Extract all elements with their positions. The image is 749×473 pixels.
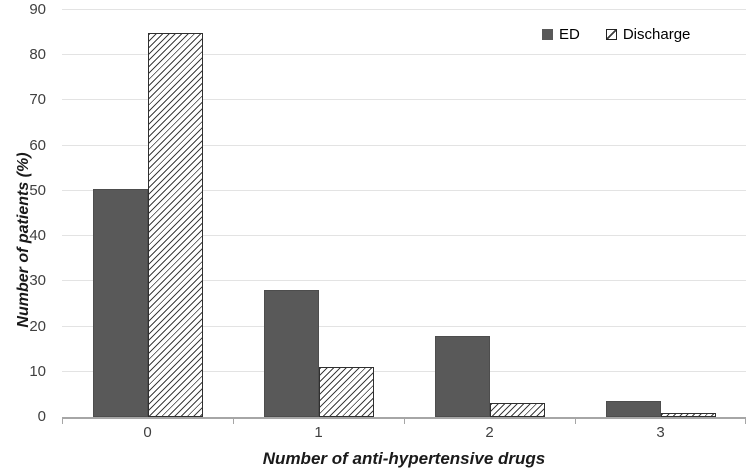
x-axis-title: Number of anti-hypertensive drugs — [262, 449, 546, 468]
x-tick-label-3: 3 — [656, 424, 665, 441]
x-tick-mark — [233, 419, 234, 424]
gridline-40 — [62, 235, 746, 237]
legend-label-ed: ED — [559, 26, 580, 43]
gridline-60 — [62, 144, 746, 146]
gridline-80 — [62, 54, 746, 56]
y-tick-label-10: 10 — [29, 362, 46, 380]
y-tick-label-40: 40 — [29, 227, 46, 245]
bar-discharge-3 — [660, 413, 716, 417]
bar-ed-0 — [92, 188, 148, 417]
y-tick-label-70: 70 — [29, 91, 46, 109]
x-tick-mark — [575, 419, 576, 424]
discharge-swatch-icon — [605, 29, 617, 40]
gridline-70 — [62, 99, 746, 101]
x-tick-label-2: 2 — [485, 424, 494, 441]
bar-ed-1 — [263, 290, 319, 417]
bar-ed-3 — [605, 401, 661, 417]
legend-label-discharge: Discharge — [622, 26, 691, 43]
legend: ED Discharge — [542, 26, 690, 43]
bar-discharge-1 — [318, 367, 374, 417]
bar-discharge-0 — [147, 32, 203, 417]
gridline-10 — [62, 370, 746, 372]
y-tick-label-30: 30 — [29, 272, 46, 290]
plot-area — [62, 9, 746, 424]
x-axis: 0 1 2 3 — [62, 424, 746, 444]
gridline-50 — [62, 189, 746, 191]
x-tick-label-1: 1 — [314, 424, 323, 441]
x-tick-mark — [62, 419, 63, 424]
legend-item-discharge: Discharge — [605, 26, 691, 43]
gridline-90 — [62, 9, 746, 10]
bar-discharge-2 — [489, 403, 545, 417]
x-tick-mark — [404, 419, 405, 424]
y-axis: 0 10 20 30 40 50 60 70 80 90 — [0, 1, 46, 425]
y-tick-label-60: 60 — [29, 136, 46, 154]
y-tick-label-50: 50 — [29, 181, 46, 199]
gridline-20 — [62, 325, 746, 327]
x-tick-mark — [745, 419, 746, 424]
gridline-30 — [62, 280, 746, 282]
y-tick-label-90: 90 — [29, 1, 46, 18]
legend-item-ed: ED — [542, 26, 580, 43]
x-tick-label-0: 0 — [143, 424, 152, 441]
y-tick-label-80: 80 — [29, 46, 46, 64]
y-tick-label-20: 20 — [29, 317, 46, 335]
bar-ed-2 — [434, 335, 490, 417]
ed-swatch-icon — [542, 29, 553, 40]
y-tick-label-0: 0 — [37, 408, 46, 425]
